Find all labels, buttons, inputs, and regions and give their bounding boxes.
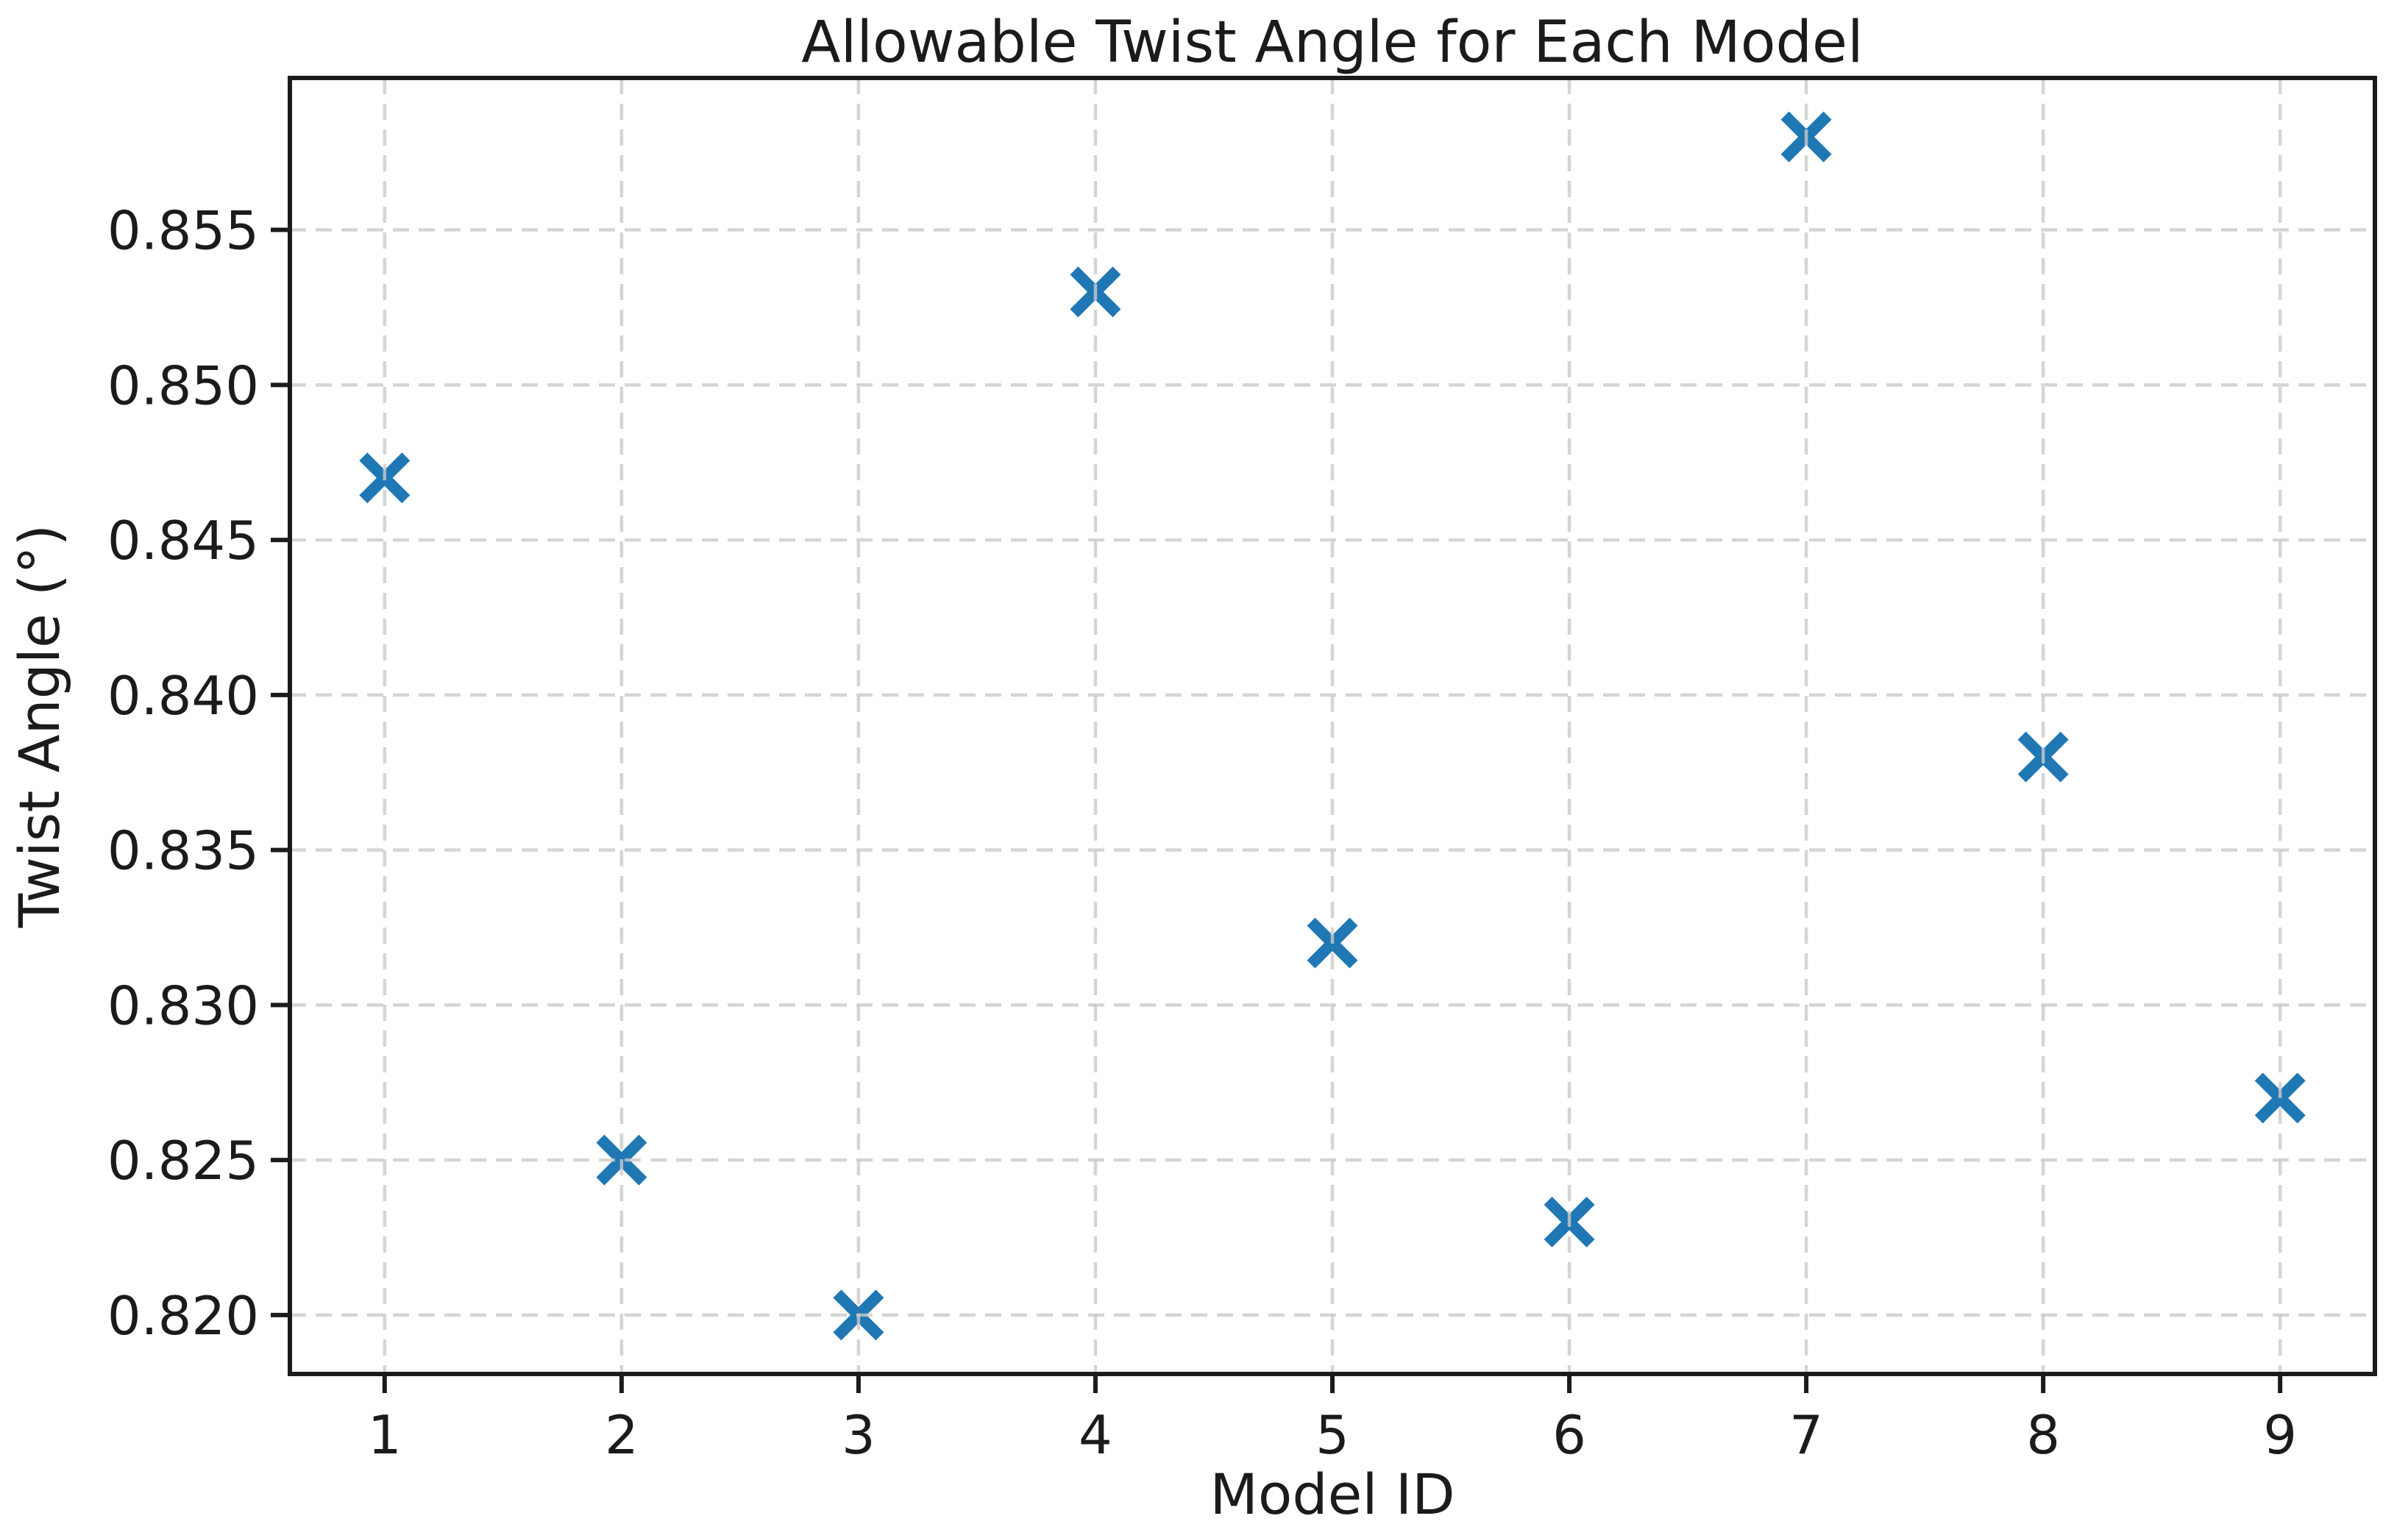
x-tick-label: 3	[842, 1404, 876, 1466]
y-tick-label: 0.845	[107, 510, 259, 572]
x-tick-label: 8	[2026, 1404, 2060, 1466]
x-tick-label: 4	[1079, 1404, 1112, 1466]
x-tick-label: 9	[2263, 1404, 2297, 1466]
x-tick-label: 6	[1552, 1404, 1586, 1466]
y-axis-label: Twist Angle (°)	[7, 524, 72, 928]
x-tick-label: 5	[1315, 1404, 1349, 1466]
y-tick-label: 0.835	[107, 820, 259, 882]
gridlines-layer	[290, 78, 2375, 1374]
y-tick-label: 0.850	[107, 355, 259, 416]
y-tick-label: 0.830	[107, 975, 259, 1036]
y-tick-label: 0.820	[107, 1285, 259, 1347]
x-tick-label: 2	[605, 1404, 639, 1466]
y-tick-label: 0.855	[107, 200, 259, 262]
x-tick-label: 7	[1789, 1404, 1823, 1466]
x-axis-label: Model ID	[1210, 1462, 1455, 1527]
x-tick-label: 1	[368, 1404, 402, 1466]
chart-title: Allowable Twist Angle for Each Model	[801, 10, 1863, 76]
y-tick-label: 0.840	[107, 665, 259, 727]
tick-labels-layer: 1 2 3 4 5 6 7 8 9 0.820 0.825 0.830 0.835 0.840 0.845 0…	[107, 200, 2297, 1466]
y-tick-label: 0.825	[107, 1130, 259, 1192]
ticks-layer	[271, 227, 2283, 1393]
